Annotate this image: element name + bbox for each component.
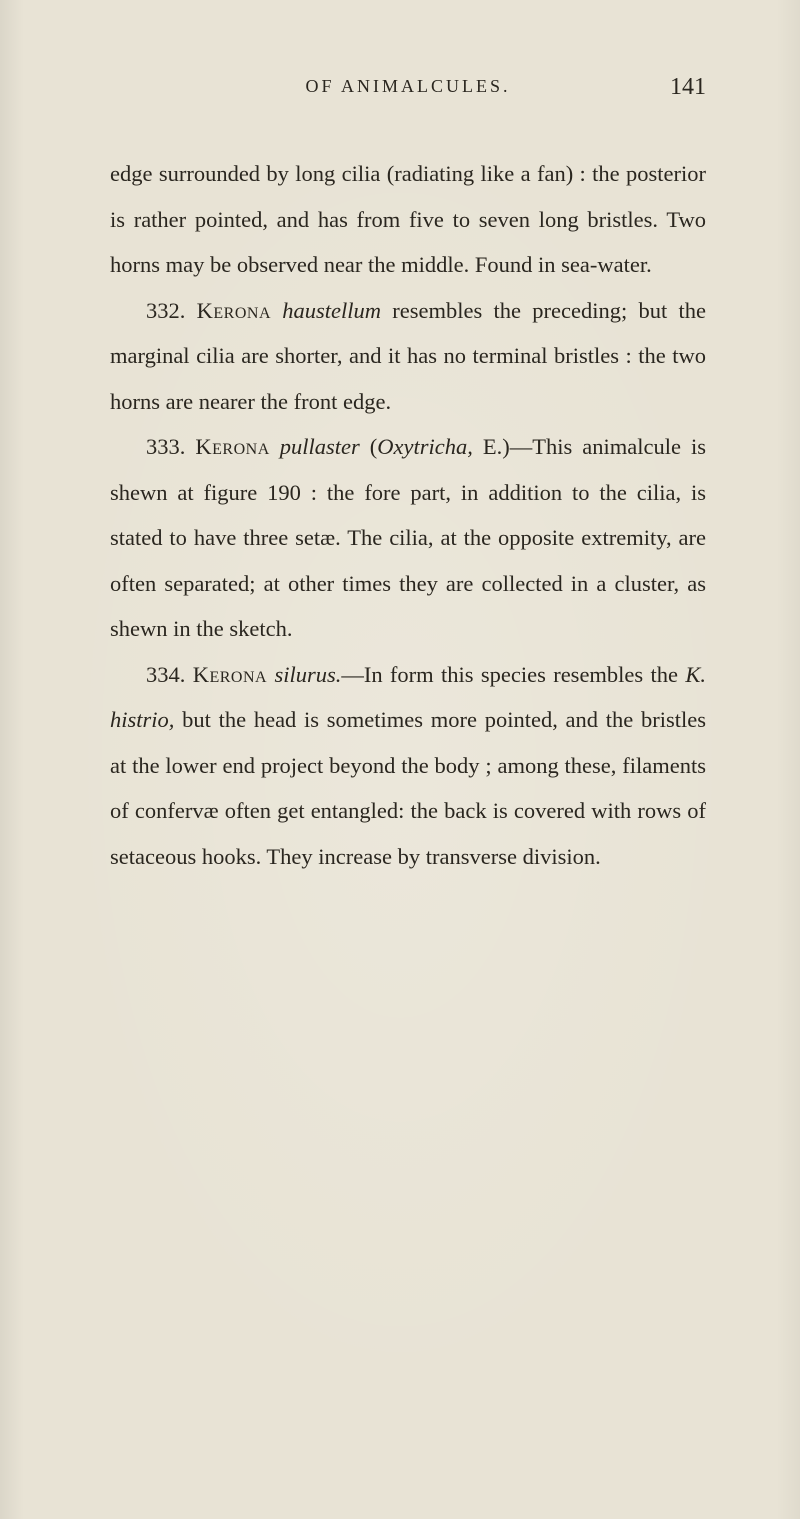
synonym-name: Oxytricha, — [377, 434, 473, 459]
species-name: haustellum — [271, 298, 381, 323]
entry-number: 332. — [146, 298, 197, 323]
book-page: OF ANIMALCULES. 141 edge surrounded by l… — [0, 0, 800, 1519]
paragraph-332: 332. Kerona haustellum resembles the pre… — [110, 288, 706, 425]
running-title: OF ANIMALCULES. — [305, 76, 510, 97]
genus-name: Kerona — [195, 434, 269, 459]
genus-name: Kerona — [193, 662, 267, 687]
paragraph-continuation: edge surrounded by long cilia (radiating… — [110, 151, 706, 288]
paragraph-333: 333. Kerona pullaster (Oxytricha, E.)—Th… — [110, 424, 706, 652]
page-number: 141 — [670, 74, 706, 101]
running-head: OF ANIMALCULES. 141 — [110, 76, 706, 97]
text: E.) — [473, 434, 510, 459]
text: ( — [360, 434, 378, 459]
species-name: pullaster — [270, 434, 360, 459]
text: —In form this species resembles the — [341, 662, 685, 687]
paragraph-334: 334. Kerona silurus.—In form this specie… — [110, 652, 706, 880]
entry-number: 334. — [146, 662, 193, 687]
entry-number: 333. — [146, 434, 195, 459]
text: but the head is sometimes more pointed, … — [110, 707, 706, 869]
genus-name: Kerona — [197, 298, 271, 323]
body-text: edge surrounded by long cilia (radiating… — [110, 151, 706, 879]
text: —This animal­cule is shewn at figure 190… — [110, 434, 706, 641]
text: edge surrounded by long cilia (radiating… — [110, 161, 706, 277]
species-name: silurus. — [267, 662, 341, 687]
